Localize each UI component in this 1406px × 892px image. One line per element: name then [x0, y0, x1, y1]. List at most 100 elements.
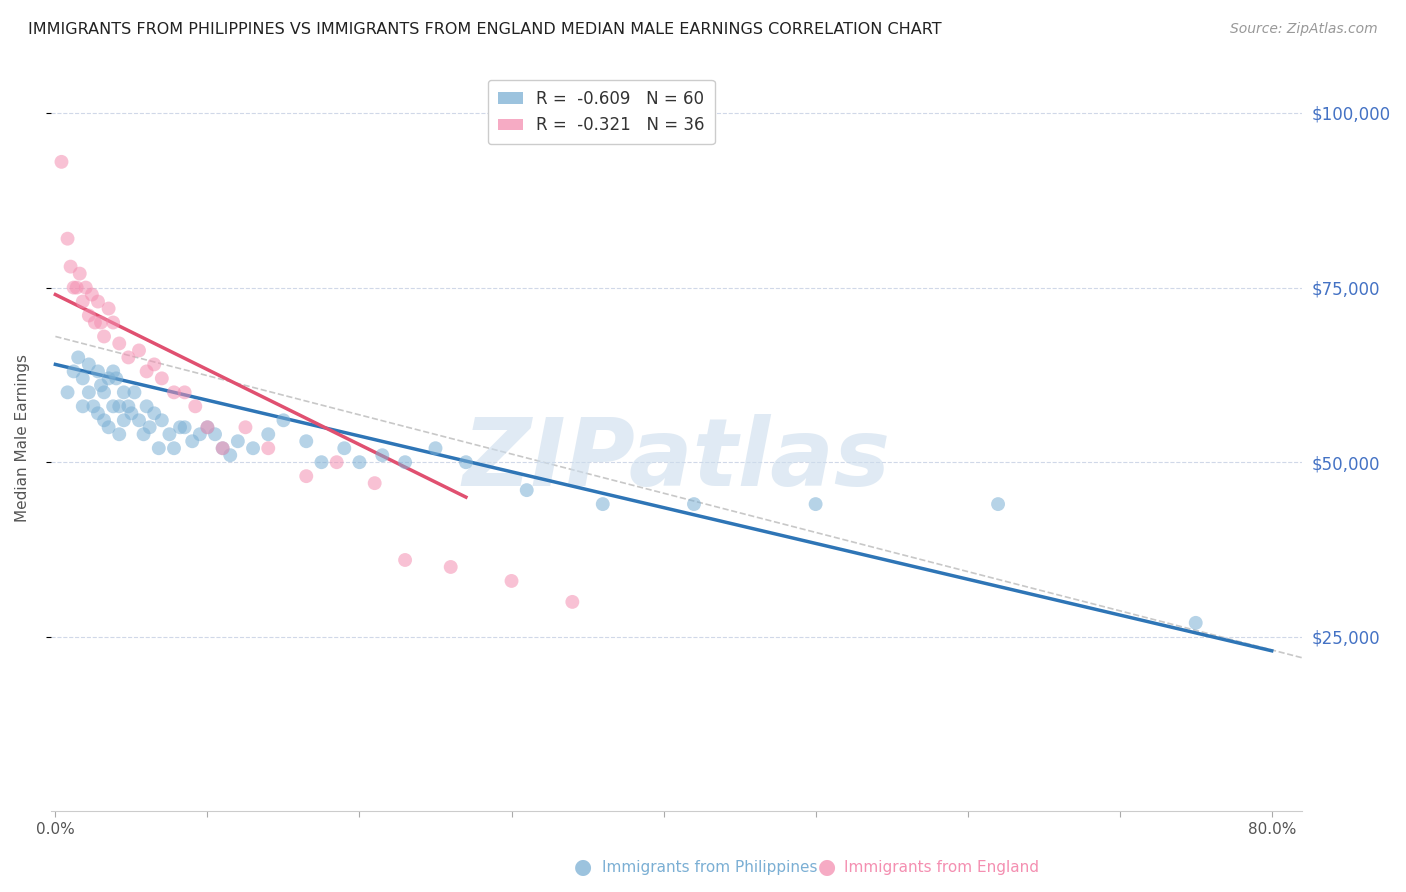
- Point: [163, 441, 186, 455]
- Text: IMMIGRANTS FROM PHILIPPINES VS IMMIGRANTS FROM ENGLAND MEDIAN MALE EARNINGS CORR: IMMIGRANTS FROM PHILIPPINES VS IMMIGRANT…: [28, 22, 942, 37]
- Point: [211, 441, 233, 455]
- Point: [363, 476, 385, 491]
- Point: [105, 371, 128, 385]
- Point: [87, 364, 110, 378]
- Point: [257, 441, 280, 455]
- Point: [90, 316, 112, 330]
- Point: [101, 364, 124, 378]
- Point: [159, 427, 181, 442]
- Point: [592, 497, 614, 511]
- Y-axis label: Median Male Earnings: Median Male Earnings: [15, 354, 30, 522]
- Point: [97, 371, 120, 385]
- Point: [124, 385, 146, 400]
- Point: [295, 434, 318, 449]
- Point: [143, 358, 166, 372]
- Text: Immigrants from England: Immigrants from England: [844, 860, 1039, 874]
- Point: [138, 420, 160, 434]
- Point: [333, 441, 356, 455]
- Point: [112, 385, 135, 400]
- Point: [143, 406, 166, 420]
- Point: [181, 434, 204, 449]
- Point: [56, 385, 79, 400]
- Point: [226, 434, 249, 449]
- Point: [62, 364, 84, 378]
- Point: [188, 427, 211, 442]
- Point: [173, 420, 195, 434]
- Point: [51, 154, 73, 169]
- Point: [173, 385, 195, 400]
- Point: [72, 294, 94, 309]
- Point: [101, 316, 124, 330]
- Point: [219, 448, 242, 462]
- Point: [184, 400, 207, 414]
- Point: [150, 371, 173, 385]
- Point: [204, 427, 226, 442]
- Point: [148, 441, 170, 455]
- Point: [56, 232, 79, 246]
- Point: [120, 406, 142, 420]
- Point: [77, 385, 100, 400]
- Point: [235, 420, 257, 434]
- Text: ●: ●: [575, 857, 592, 877]
- Point: [804, 497, 827, 511]
- Point: [257, 427, 280, 442]
- Point: [454, 455, 477, 469]
- Point: [132, 427, 155, 442]
- Point: [117, 400, 139, 414]
- Point: [987, 497, 1010, 511]
- Point: [66, 280, 89, 294]
- Point: [371, 448, 394, 462]
- Point: [683, 497, 706, 511]
- Point: [93, 385, 115, 400]
- Text: ●: ●: [818, 857, 835, 877]
- Point: [75, 280, 97, 294]
- Point: [150, 413, 173, 427]
- Point: [128, 413, 150, 427]
- Point: [197, 420, 219, 434]
- Point: [135, 400, 157, 414]
- Point: [72, 400, 94, 414]
- Point: [242, 441, 264, 455]
- Point: [97, 420, 120, 434]
- Point: [561, 595, 583, 609]
- Legend: R =  -0.609   N = 60, R =  -0.321   N = 36: R = -0.609 N = 60, R = -0.321 N = 36: [488, 80, 714, 145]
- Point: [295, 469, 318, 483]
- Point: [440, 560, 463, 574]
- Point: [117, 351, 139, 365]
- Point: [311, 455, 333, 469]
- Point: [273, 413, 295, 427]
- Text: Source: ZipAtlas.com: Source: ZipAtlas.com: [1230, 22, 1378, 37]
- Point: [77, 309, 100, 323]
- Point: [90, 378, 112, 392]
- Point: [325, 455, 347, 469]
- Point: [80, 287, 103, 301]
- Point: [1184, 615, 1206, 630]
- Point: [69, 267, 91, 281]
- Point: [349, 455, 371, 469]
- Point: [128, 343, 150, 358]
- Point: [84, 316, 107, 330]
- Point: [93, 413, 115, 427]
- Point: [211, 441, 233, 455]
- Point: [87, 406, 110, 420]
- Point: [97, 301, 120, 316]
- Point: [197, 420, 219, 434]
- Text: ZIPatlas: ZIPatlas: [463, 414, 890, 506]
- Point: [516, 483, 538, 497]
- Point: [59, 260, 82, 274]
- Point: [112, 413, 135, 427]
- Point: [93, 329, 115, 343]
- Text: Immigrants from Philippines: Immigrants from Philippines: [602, 860, 817, 874]
- Point: [72, 371, 94, 385]
- Point: [394, 455, 416, 469]
- Point: [108, 427, 131, 442]
- Point: [169, 420, 191, 434]
- Point: [62, 280, 84, 294]
- Point: [163, 385, 186, 400]
- Point: [108, 400, 131, 414]
- Point: [67, 351, 90, 365]
- Point: [108, 336, 131, 351]
- Point: [501, 574, 523, 588]
- Point: [394, 553, 416, 567]
- Point: [135, 364, 157, 378]
